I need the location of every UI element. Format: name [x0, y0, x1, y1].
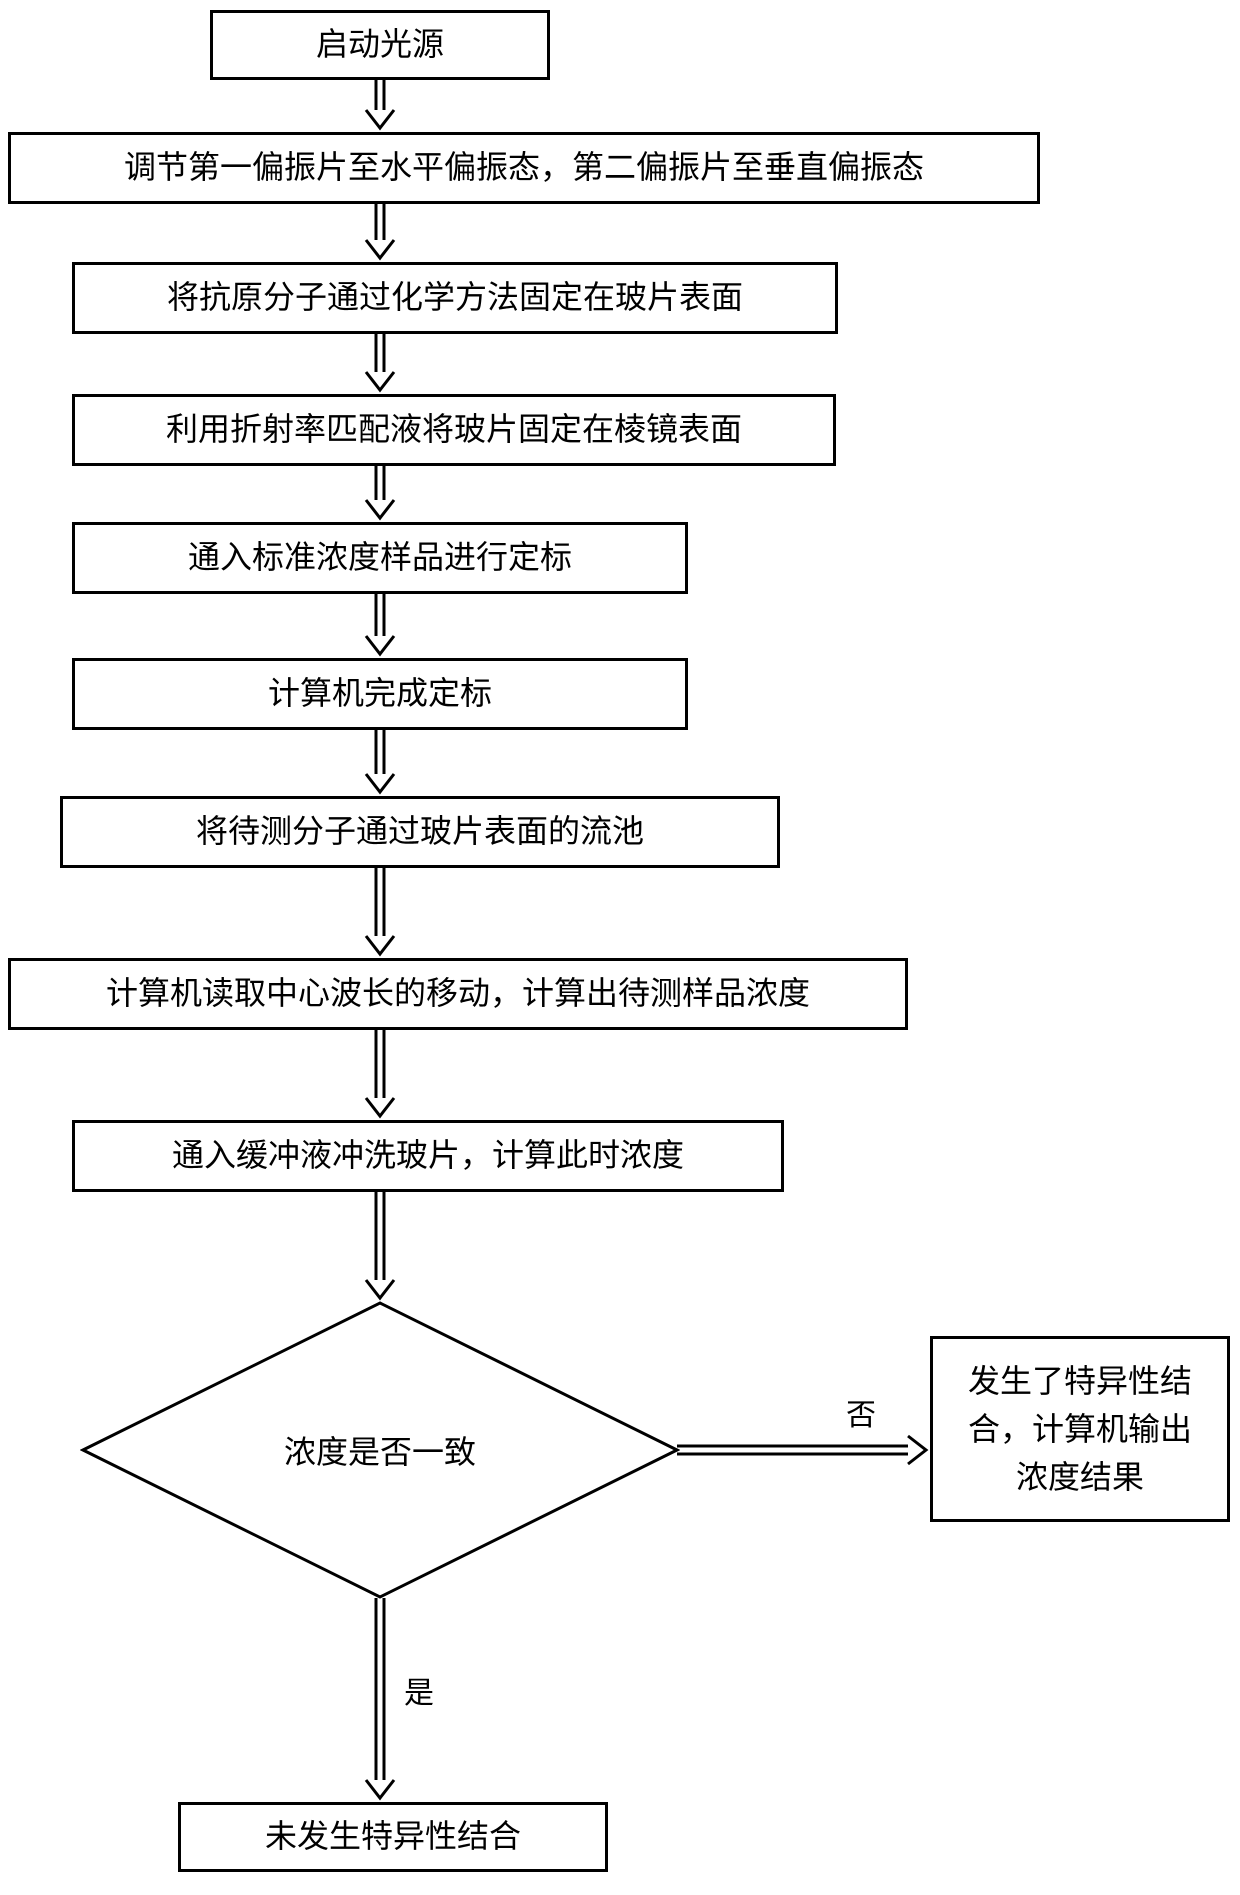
edge-label-no: 否 — [846, 1390, 876, 1434]
arrow-7-8 — [362, 868, 398, 958]
node-fix-antigen: 将抗原分子通过化学方法固定在玻片表面 — [72, 262, 838, 334]
result-specific-binding: 发生了特异性结合，计算机输出浓度结果 — [930, 1336, 1230, 1522]
result-no-binding: 未发生特异性结合 — [178, 1802, 608, 1872]
node-fix-slide-label: 利用折射率匹配液将玻片固定在棱镜表面 — [166, 408, 742, 451]
arrow-decision-yes — [362, 1598, 398, 1802]
node-start: 启动光源 — [210, 10, 550, 80]
node-buffer-wash: 通入缓冲液冲洗玻片，计算此时浓度 — [72, 1120, 784, 1192]
node-calibrate-sample-label: 通入标准浓度样品进行定标 — [188, 536, 572, 579]
arrow-2-3 — [362, 204, 398, 262]
arrow-5-6 — [362, 594, 398, 658]
node-adjust-polarizers-label: 调节第一偏振片至水平偏振态，第二偏振片至垂直偏振态 — [124, 146, 924, 189]
arrow-8-9 — [362, 1030, 398, 1120]
arrow-decision-no — [677, 1432, 930, 1473]
edge-label-yes: 是 — [404, 1668, 434, 1712]
node-computer-calibrate-label: 计算机完成定标 — [268, 672, 492, 715]
decision-label: 浓度是否一致 — [80, 1427, 680, 1473]
node-compute-concentration: 计算机读取中心波长的移动，计算出待测样品浓度 — [8, 958, 908, 1030]
arrow-9-decision — [362, 1192, 398, 1302]
node-calibrate-sample: 通入标准浓度样品进行定标 — [72, 522, 688, 594]
node-fix-slide: 利用折射率匹配液将玻片固定在棱镜表面 — [72, 394, 836, 466]
arrow-3-4 — [362, 334, 398, 394]
node-computer-calibrate: 计算机完成定标 — [72, 658, 688, 730]
node-adjust-polarizers: 调节第一偏振片至水平偏振态，第二偏振片至垂直偏振态 — [8, 132, 1040, 204]
node-flow-cell: 将待测分子通过玻片表面的流池 — [60, 796, 780, 868]
node-start-label: 启动光源 — [316, 23, 444, 66]
decision-concentration-match: 浓度是否一致 — [80, 1300, 680, 1600]
arrow-4-5 — [362, 466, 398, 522]
arrow-6-7 — [362, 730, 398, 796]
arrow-1-2 — [362, 80, 398, 132]
node-flow-cell-label: 将待测分子通过玻片表面的流池 — [196, 810, 644, 853]
result-specific-binding-label: 发生了特异性结合，计算机输出浓度结果 — [968, 1363, 1192, 1495]
node-compute-concentration-label: 计算机读取中心波长的移动，计算出待测样品浓度 — [106, 972, 810, 1015]
node-buffer-wash-label: 通入缓冲液冲洗玻片，计算此时浓度 — [172, 1134, 684, 1177]
result-no-binding-label: 未发生特异性结合 — [265, 1815, 521, 1858]
node-fix-antigen-label: 将抗原分子通过化学方法固定在玻片表面 — [167, 276, 743, 319]
